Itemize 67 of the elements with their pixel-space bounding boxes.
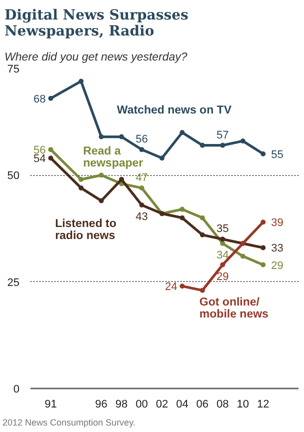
point [48,96,54,101]
point [260,245,266,250]
data-label: 34 [216,249,229,262]
point [78,185,84,190]
data-label: 29 [216,270,229,283]
y-tick-label: 0 [13,384,20,396]
point [240,138,246,144]
point [240,254,246,259]
point [260,262,266,268]
text: 2012 News Consumption Survey. [2,418,136,428]
point [220,236,226,242]
point [98,134,104,140]
point [200,232,205,238]
point [200,142,205,148]
point [159,156,164,161]
point [119,134,124,140]
x-tick-label: 06 [196,398,209,410]
point [220,142,226,148]
data-label: 29 [271,260,284,272]
point [220,262,226,268]
y-tick-label: 25 [7,276,20,289]
point [139,185,144,190]
point [139,202,144,208]
x-tick-label: 98 [115,398,128,410]
point [200,215,205,220]
x-tick-label: 12 [256,398,270,410]
point [48,156,54,161]
point [220,240,226,246]
x-tick-label: 91 [44,398,57,410]
point [78,78,84,84]
y-tick-label: 75 [7,64,20,76]
x-tick-label: 04 [176,398,188,410]
point [180,130,185,135]
data-label: 68 [33,93,46,106]
data-label: 55 [271,148,284,161]
point [260,151,266,156]
data-label: 33 [271,242,284,255]
x-tick-label: 10 [236,398,250,410]
data-label: 57 [216,129,229,142]
point [180,206,185,212]
x-tick-label: 02 [156,398,168,410]
point [180,215,185,220]
point [180,284,185,289]
series-label: Read a newspaper [83,145,144,170]
data-label: 56 [136,134,148,146]
x-tick-label: 96 [95,398,108,410]
y-tick-label: 50 [7,170,20,182]
point [200,288,205,293]
point [260,220,266,225]
data-label: 43 [136,211,148,224]
chart-title: Digital News Surpasses Newspapers, Radio [4,8,189,40]
series-label: Listened to radio news [55,218,116,242]
point [98,172,104,178]
point [78,176,84,182]
series-label: Watched news on TV [116,104,232,116]
point [48,147,54,152]
x-tick-label: 00 [136,398,148,410]
data-label: 35 [216,223,229,236]
chart-subtitle: Where did you get news yesterday? [4,52,188,64]
data-label: 39 [271,217,284,230]
point [139,147,144,152]
data-label: 47 [136,172,148,184]
point [98,198,104,204]
x-tick-label: 08 [216,398,229,410]
point [119,176,124,182]
data-label: 24 [164,281,178,294]
series-label: Got online/ mobile news [199,296,268,320]
